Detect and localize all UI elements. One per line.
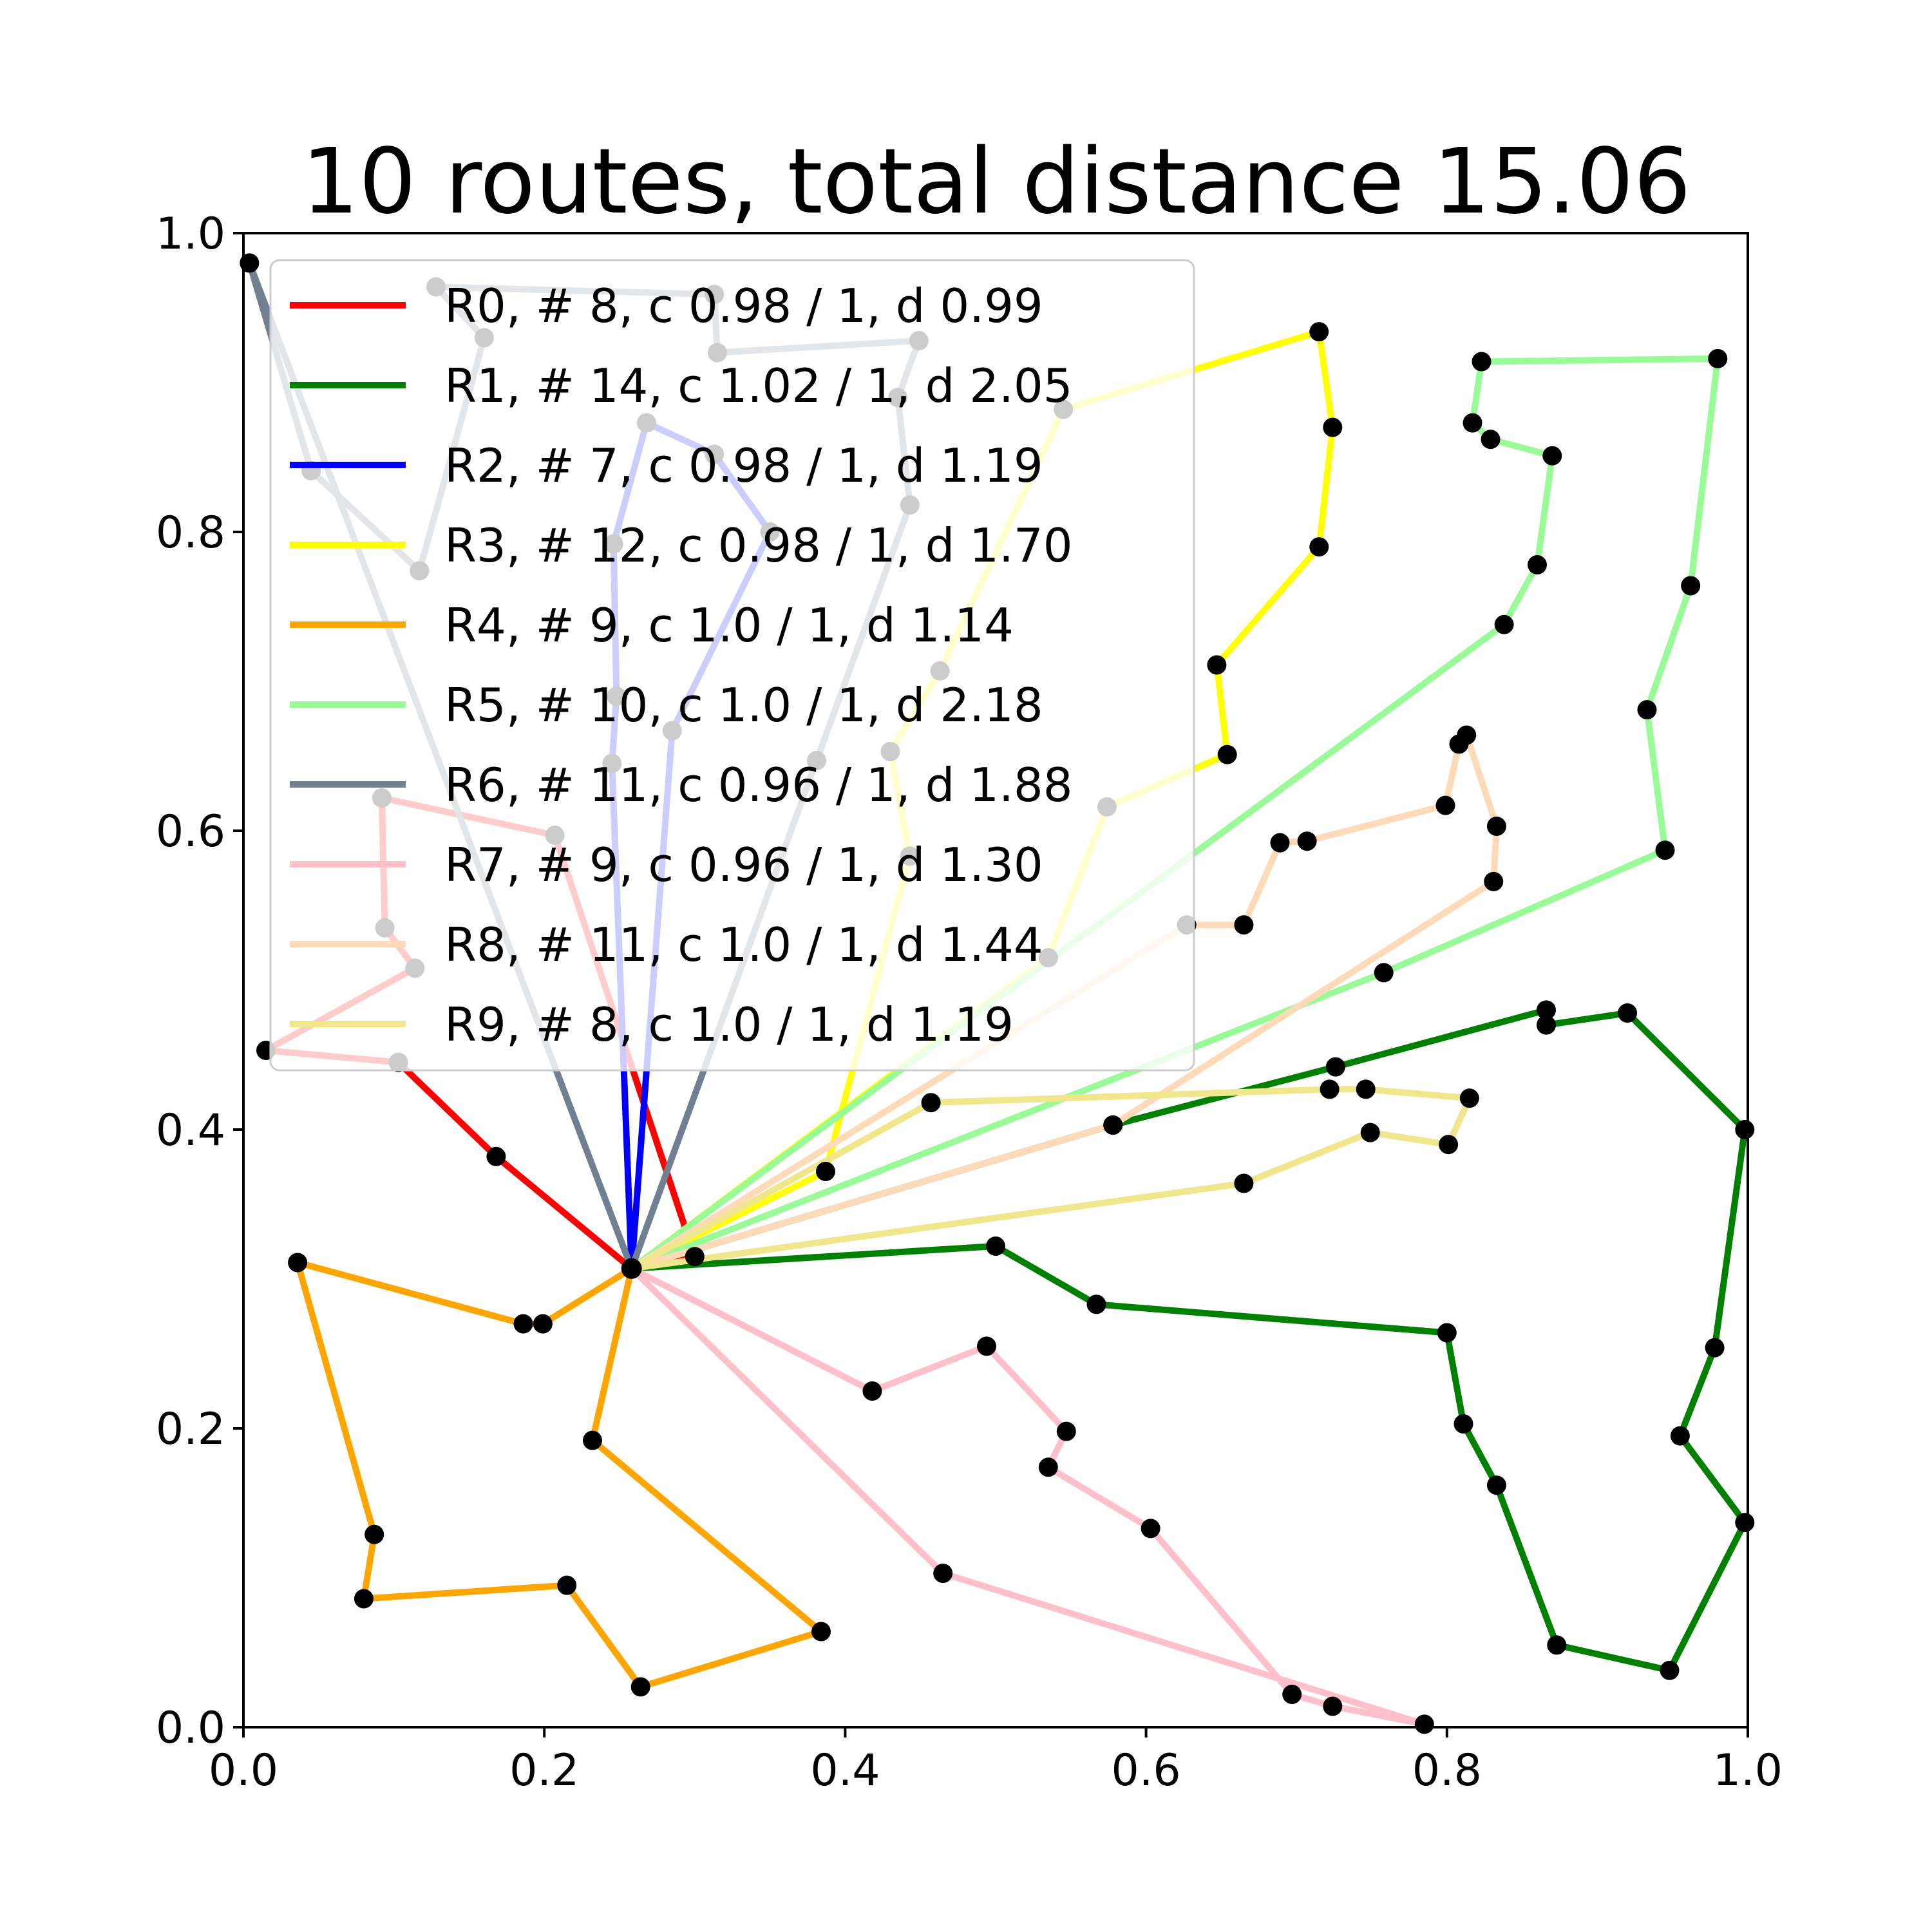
stop-point-r5 [1374,963,1394,983]
stop-point-r4 [533,1314,553,1334]
stop-point-r1 [1660,1660,1680,1680]
stop-point-r7 [1414,1714,1434,1734]
y-tick-label: 0.4 [156,1105,225,1156]
y-axis: 0.0 0.2 0.4 0.6 0.8 1.0 [156,209,243,1754]
stop-point-r9 [1234,1173,1254,1193]
stop-point-r3 [1309,537,1329,557]
stop-point-r5 [1542,446,1562,466]
y-tick-label: 0.8 [156,507,225,558]
x-axis: 0.0 0.2 0.4 0.6 0.8 1.0 [209,1727,1783,1796]
stop-point-r9 [1320,1079,1340,1099]
stop-point-r4 [513,1314,533,1334]
stop-point-r8 [1103,1115,1123,1135]
legend-label-r8: R8, # 11, c 1.0 / 1, d 1.44 [444,918,1043,972]
stop-point-r8 [1435,795,1455,815]
stop-point-r1 [1670,1426,1690,1446]
stop-point-r8 [1486,817,1506,836]
stop-point-r1 [1086,1294,1106,1314]
stop-point-r3 [1207,655,1227,675]
legend-label-r1: R1, # 14, c 1.02 / 1, d 2.05 [444,359,1073,413]
stop-point-r7 [862,1381,882,1401]
stop-point-r5 [1528,555,1547,574]
y-tick-label: 0.6 [156,806,225,857]
stop-point-r4 [365,1524,384,1544]
stop-point-r5 [1494,614,1514,634]
stop-point-r3 [1217,744,1237,764]
stop-point-r5 [1472,352,1492,372]
stop-point-r1 [1537,1015,1556,1035]
legend-box [269,259,1195,1072]
stop-point-r9 [1459,1088,1479,1108]
y-tick-label: 1.0 [156,209,225,260]
stop-point-r1 [986,1236,1005,1256]
stop-point-r1 [1486,1475,1506,1495]
stop-point-r3 [816,1162,835,1181]
stop-point-r7 [933,1564,953,1583]
stop-point-r0 [486,1146,506,1166]
stop-point-r3 [1309,322,1329,342]
stop-point-r4 [630,1677,650,1697]
x-tick-label: 0.0 [209,1745,278,1796]
x-tick-label: 0.2 [509,1745,579,1796]
chart-title: 10 routes, total distance 15.06 [301,129,1691,234]
stop-point-r7 [977,1336,996,1356]
x-tick-label: 1.0 [1713,1745,1783,1796]
y-tick-label: 0.0 [156,1703,225,1754]
stop-point-r5 [1463,413,1482,433]
stop-point-r5 [1708,348,1728,368]
stop-point-r4 [811,1622,831,1642]
legend: R0, # 8, c 0.98 / 1, d 0.99 R1, # 14, c 1… [269,259,1195,1072]
stop-point-r9 [1439,1135,1459,1155]
legend-label-r3: R3, # 12, c 0.98 / 1, d 1.70 [444,518,1073,573]
stop-point-r4 [557,1575,577,1595]
stop-point-r4 [583,1430,602,1450]
x-tick-label: 0.8 [1412,1745,1482,1796]
stop-point-r1 [1705,1338,1725,1358]
stop-point-r1 [1454,1414,1473,1434]
stop-point-r0 [685,1247,705,1267]
stop-point-r8 [1484,871,1504,891]
legend-label-r4: R4, # 9, c 1.0 / 1, d 1.14 [444,598,1014,652]
stop-point-r5 [1655,840,1675,860]
stop-point-r4 [288,1253,308,1273]
x-tick-label: 0.6 [1112,1745,1181,1796]
stop-point-r7 [1056,1421,1076,1441]
legend-label-r5: R5, # 10, c 1.0 / 1, d 2.18 [444,678,1043,732]
stop-point-r9 [921,1093,941,1113]
stop-point-r3 [1323,417,1343,437]
stop-point-r7 [1141,1519,1160,1539]
stop-point-r1 [1547,1635,1567,1655]
stop-point-r5 [1637,700,1657,720]
stop-point-r1 [1735,1120,1755,1139]
stop-point-r8 [1457,725,1477,745]
legend-label-r0: R0, # 8, c 0.98 / 1, d 0.99 [444,279,1043,333]
legend-label-r9: R9, # 8, c 1.0 / 1, d 1.19 [444,998,1014,1052]
stop-point-r8 [1297,831,1317,851]
stop-point-r8 [1234,915,1254,935]
stop-point-r9 [1356,1079,1376,1099]
y-tick-label: 0.2 [156,1404,225,1455]
stop-point-r7 [1282,1685,1302,1704]
stop-point-r1 [1618,1003,1638,1023]
stop-point-r7 [1323,1696,1343,1716]
stop-point-r8 [1270,833,1290,853]
legend-label-r2: R2, # 7, c 0.98 / 1, d 1.19 [444,439,1043,493]
stop-point-r1 [1537,1000,1556,1020]
stop-point-r4 [354,1589,374,1609]
stop-point-r9 [1360,1122,1380,1142]
stop-point-r7 [1038,1457,1058,1477]
stop-point-r5 [1681,576,1701,596]
route-line-r1 [628,1007,1748,1674]
legend-label-r6: R6, # 11, c 0.96 / 1, d 1.88 [444,758,1073,812]
stop-point-r1 [1325,1057,1345,1077]
depot-point [621,1258,642,1279]
x-tick-label: 0.4 [810,1745,880,1796]
stop-point-r5 [1481,430,1501,450]
legend-label-r7: R7, # 9, c 0.96 / 1, d 1.30 [444,838,1043,892]
plot-area-frame [242,232,1749,1728]
stop-point-r1 [1735,1513,1755,1533]
stop-point-r1 [1437,1323,1457,1343]
